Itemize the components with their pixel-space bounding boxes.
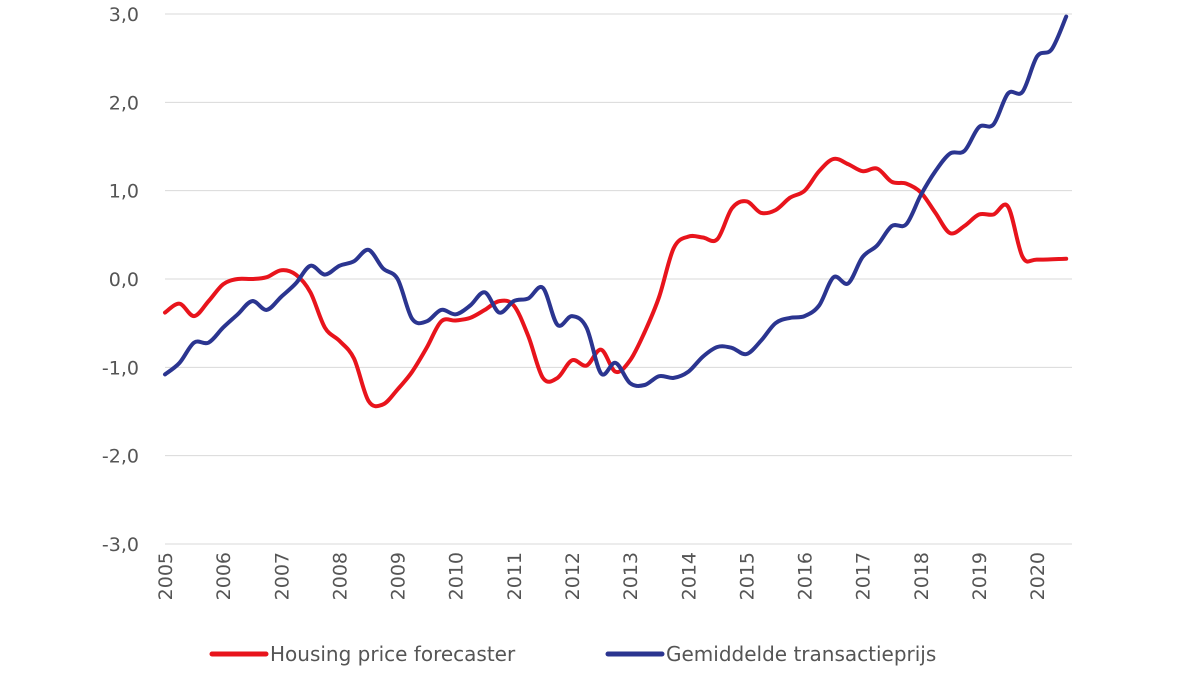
- legend: Housing price forecaster Gemiddelde tran…: [209, 642, 936, 666]
- x-tick-label: 2010: [446, 552, 468, 600]
- x-tick-label: 2012: [562, 552, 584, 600]
- x-tick-label: 2009: [388, 552, 410, 600]
- x-tick-label: 2015: [736, 552, 758, 600]
- y-tick-label: -2,0: [102, 446, 139, 468]
- series-lines: [163, 14, 1069, 409]
- legend-label-gemiddelde-transactieprijs: Gemiddelde transactieprijs: [666, 642, 936, 666]
- y-axis-ticks: 3,0 2,0 1,0 0,0 -1,0 -2,0 -3,0: [102, 4, 139, 556]
- x-tick-label: 2005: [155, 552, 177, 600]
- series-housing-price-forecaster: [163, 156, 1069, 409]
- x-axis-ticks: 2005 2006 2007 2008 2009 2010 2011 2012 2013 2014…: [155, 552, 1049, 600]
- x-tick-label: 2008: [329, 552, 351, 600]
- y-tick-label: 2,0: [109, 92, 139, 114]
- x-tick-label: 2007: [271, 552, 293, 600]
- legend-label-housing-price-forecaster: Housing price forecaster: [270, 642, 516, 666]
- y-tick-label: 1,0: [109, 181, 139, 203]
- x-tick-label: 2014: [678, 552, 700, 600]
- x-tick-label: 2020: [1027, 552, 1049, 600]
- y-tick-label: -1,0: [102, 357, 139, 379]
- y-tick-label: 3,0: [109, 4, 139, 26]
- x-tick-label: 2018: [911, 552, 933, 600]
- x-tick-label: 2019: [969, 552, 991, 600]
- y-tick-label: 0,0: [109, 269, 139, 291]
- x-tick-label: 2006: [213, 552, 235, 600]
- x-tick-label: 2016: [795, 552, 817, 600]
- x-tick-label: 2013: [620, 552, 642, 600]
- x-tick-label: 2011: [504, 552, 526, 600]
- x-tick-label: 2017: [853, 552, 875, 600]
- y-tick-label: -3,0: [102, 534, 139, 556]
- series-gemiddelde-transactieprijs: [163, 14, 1069, 388]
